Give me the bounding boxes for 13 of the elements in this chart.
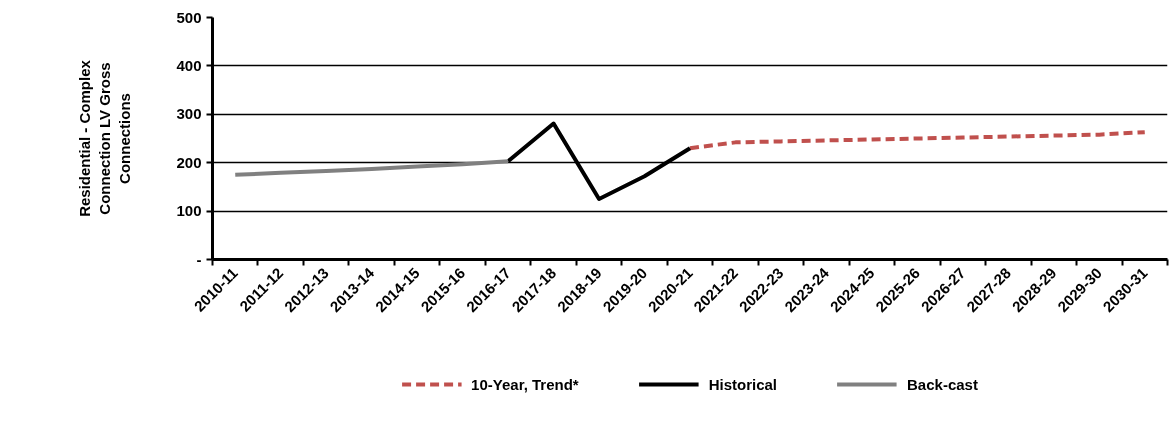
y-tick-label: 100 [176, 202, 202, 220]
line-series [233, 159, 511, 177]
legend-label: 10-Year, Trend* [471, 375, 579, 393]
legend-label: Back-cast [907, 375, 978, 393]
line-series [506, 121, 692, 201]
y-tick-label: 300 [176, 105, 202, 123]
y-tick-label: - [196, 250, 202, 268]
legend-label: Historical [708, 375, 778, 393]
line-series [688, 130, 1147, 151]
y-tick-label: 200 [176, 153, 202, 171]
y-tick-label: 400 [176, 56, 202, 74]
y-tick-label: 500 [176, 8, 202, 26]
y-axis-title: Residential - Complex Connection LV Gross Connections [75, 59, 134, 217]
